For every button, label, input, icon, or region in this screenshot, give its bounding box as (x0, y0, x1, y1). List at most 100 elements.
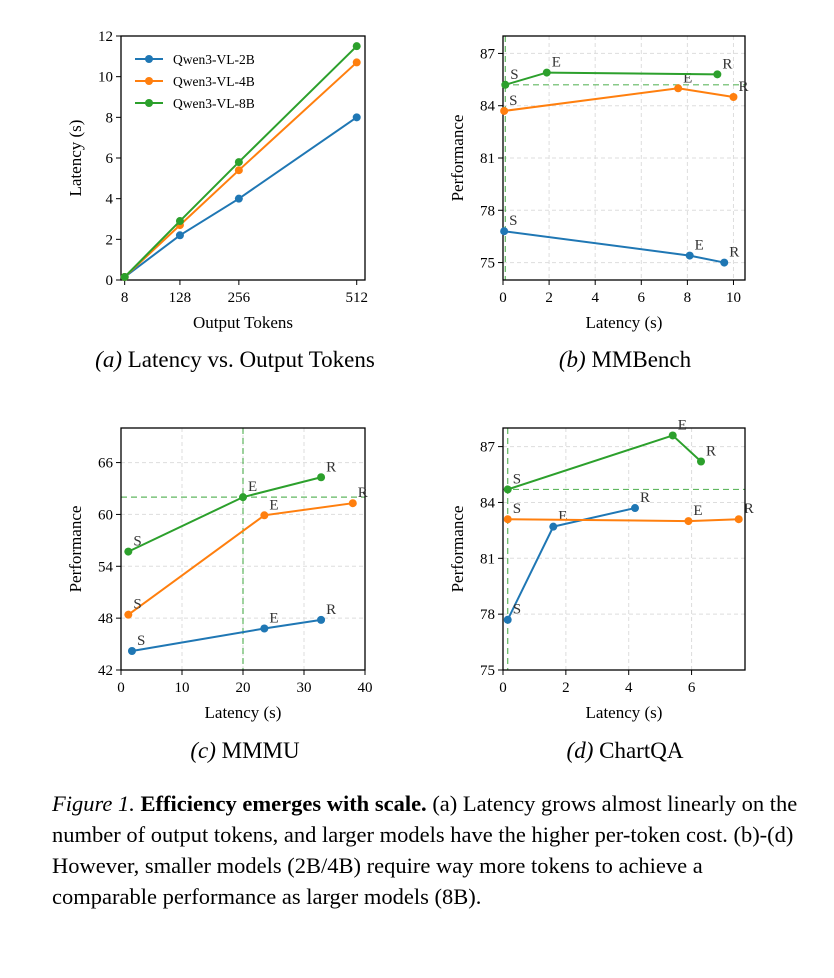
p0-x-tick-label: 8 (121, 290, 129, 306)
p1-data-point (501, 80, 510, 89)
p2-point-label: S (133, 597, 141, 613)
subplot-b-title: MMBench (591, 347, 692, 372)
subplot-a-caption: (a) Latency vs. Output Tokens (60, 347, 410, 373)
p3-point-label: E (558, 509, 567, 525)
p0-x-axis-label: Output Tokens (193, 313, 293, 332)
p1-point-label: S (510, 67, 518, 83)
p3-point-label: R (640, 490, 650, 506)
caption-body: (a) Latency grows almost linearly on the… (52, 791, 798, 909)
p1-data-point (729, 93, 738, 101)
p3-point-label: R (744, 501, 754, 517)
p1-point-label: S (509, 93, 517, 109)
p1-x-tick-label: 0 (499, 290, 507, 306)
legend-label: Qwen3-VL-8B (173, 96, 255, 111)
p1-y-tick-label: 87 (480, 46, 496, 62)
p2-point-label: R (358, 485, 368, 501)
p1-x-tick-label: 6 (638, 290, 646, 306)
latency-vs-tokens-chart: 8 128 256 512 0 2 4 6 8 10 12 Output Tokens Latency … (66, 29, 368, 332)
subplot-b-caption: (b) MMBench (500, 347, 750, 373)
p0-data-point (120, 272, 129, 281)
p3-data-point (684, 517, 693, 526)
figure-caption: Figure 1. Efficiency emerges with scale.… (52, 788, 804, 912)
p1-data-point (713, 70, 722, 79)
legend-label: Qwen3-VL-2B (173, 52, 255, 67)
p2-data-point (124, 610, 133, 619)
p0-data-point (352, 42, 361, 51)
subplot-d-caption: (d) ChartQA (500, 738, 750, 764)
p3-y-tick-label: 84 (480, 495, 496, 511)
p3-data-point (503, 485, 512, 494)
p3-series-line-2 (507, 434, 702, 491)
p0-data-point (175, 217, 184, 226)
p0-y-tick-label: 4 (106, 192, 114, 208)
p1-data-point (542, 68, 551, 77)
p3-point-label: E (678, 417, 687, 433)
p0-y-tick-label: 2 (106, 232, 114, 248)
p3-point-label: S (513, 501, 521, 517)
p2-data-point (260, 624, 269, 633)
p0-data-point (175, 231, 184, 240)
p3-data-point (734, 515, 743, 524)
p2-data-point (124, 547, 133, 556)
legend-swatch-marker (145, 77, 153, 85)
p2-x-tick-label: 20 (236, 680, 251, 696)
p2-data-point (260, 511, 269, 520)
p2-data-point (127, 646, 136, 655)
p2-x-tick-label: 10 (175, 680, 190, 696)
p0-data-point (234, 194, 243, 203)
p2-point-label: R (326, 459, 336, 475)
p3-data-point (503, 515, 512, 524)
p1-data-point (685, 251, 694, 260)
p1-x-tick-label: 10 (726, 290, 741, 306)
p1-point-label: R (722, 56, 732, 72)
p1-point-label: E (683, 70, 692, 86)
p2-y-tick-label: 60 (98, 507, 113, 523)
p0-data-point (352, 113, 361, 122)
p1-data-point (720, 258, 729, 267)
p3-y-axis-label: Performance (448, 506, 467, 593)
p2-x-axis-label: Latency (s) (205, 703, 282, 722)
p3-data-point (668, 431, 677, 440)
legend-swatch-marker (145, 55, 153, 63)
subplot-c-label: (c) (190, 738, 216, 763)
p0-y-tick-label: 10 (98, 70, 113, 86)
p1-y-tick-label: 78 (480, 203, 495, 219)
p2-data-point (239, 493, 247, 502)
p1-x-tick-label: 4 (591, 290, 599, 306)
p3-series-line-0 (506, 507, 636, 621)
p0-y-tick-label: 6 (106, 151, 114, 167)
p3-data-point (631, 504, 639, 513)
p2-point-label: R (326, 602, 336, 618)
p1-x-tick-label: 2 (545, 290, 553, 306)
p0-x-tick-label: 512 (345, 290, 368, 306)
p2-point-label: S (133, 534, 141, 550)
p2-x-tick-label: 40 (358, 680, 373, 696)
p1-y-tick-label: 81 (480, 151, 495, 167)
p3-data-point (697, 457, 705, 466)
p1-data-point (500, 227, 509, 236)
subplot-d-label: (d) (566, 738, 594, 763)
p3-series-line-1 (507, 518, 739, 523)
p3-point-label: S (513, 471, 521, 487)
p0-y-tick-label: 12 (98, 29, 113, 45)
p0-y-tick-label: 8 (106, 110, 114, 126)
p2-x-tick-label: 0 (117, 680, 125, 696)
p2-y-tick-label: 42 (98, 663, 113, 679)
p3-x-axis-label: Latency (s) (586, 703, 663, 722)
p0-x-tick-label: 128 (169, 290, 192, 306)
p1-x-axis-label: Latency (s) (586, 313, 663, 332)
p2-x-tick-label: 30 (297, 680, 312, 696)
p0-data-point (234, 158, 243, 167)
p3-data-point (549, 522, 558, 531)
p3-y-tick-label: 87 (480, 440, 496, 456)
p0-y-tick-label: 0 (106, 273, 114, 289)
p2-data-point (317, 615, 326, 624)
p3-y-tick-label: 78 (480, 607, 495, 623)
p2-point-label: E (248, 479, 257, 495)
p0-y-axis-label: Latency (s) (66, 120, 85, 197)
p1-y-tick-label: 84 (480, 99, 496, 115)
p2-point-label: E (269, 497, 278, 513)
p3-point-label: R (706, 444, 716, 460)
p0-data-point (352, 58, 361, 67)
legend-swatch-marker (145, 99, 153, 107)
